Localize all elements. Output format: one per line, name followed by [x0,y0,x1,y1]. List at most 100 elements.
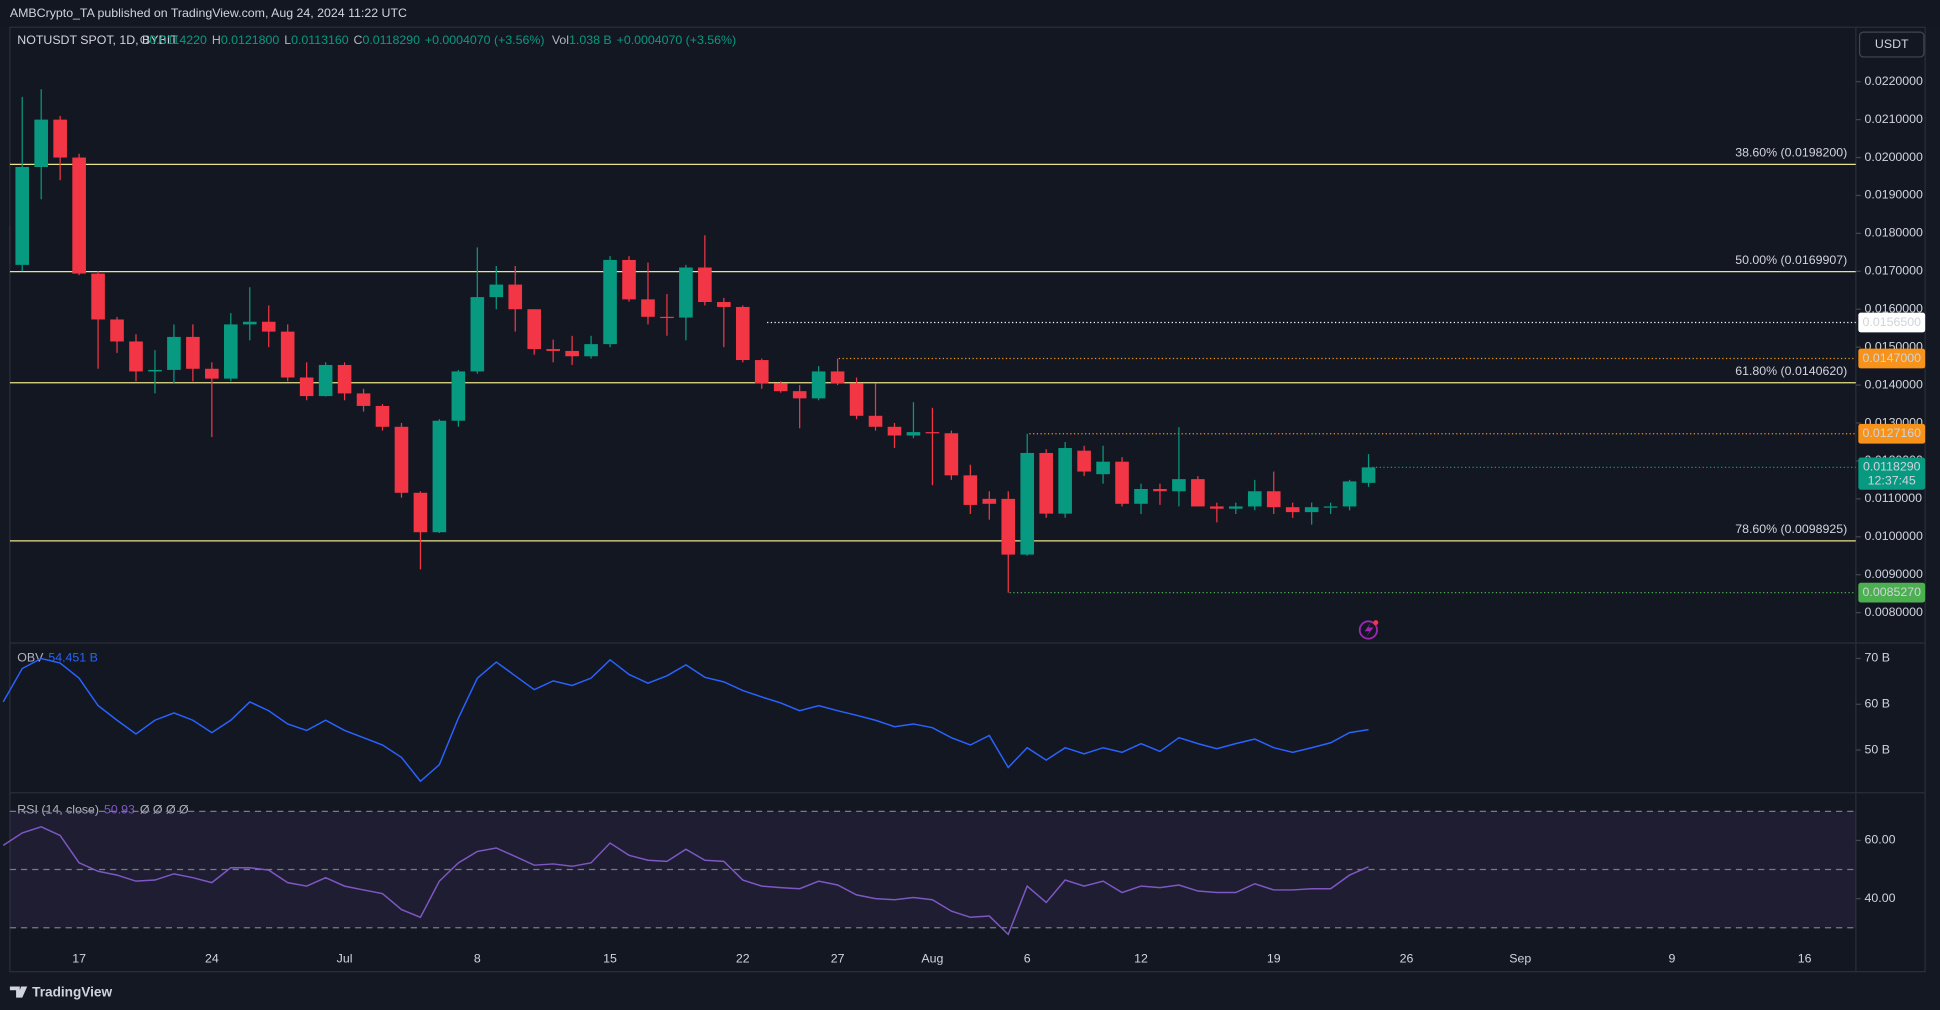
candle-body [982,498,997,504]
x-tick-label: 8 [474,952,481,966]
legend-key: L [284,33,291,47]
x-tick-label: 6 [1024,952,1031,966]
candle-body [527,309,542,350]
candle-body [1058,448,1072,514]
rsi-markers: Ø Ø Ø Ø [140,803,189,817]
price-badge [1858,582,1926,603]
candle-body [110,319,124,342]
y-tick-label: 0.0160000 [1865,301,1924,315]
alert-icon [1358,620,1379,640]
legend-key: C [354,33,363,47]
candle-body [489,284,504,298]
candle-body [1115,461,1129,504]
candle-body [280,331,295,378]
candle-body [318,364,333,397]
candle-body [1266,491,1281,508]
candle-body [508,284,523,310]
candle-body [1228,506,1243,509]
y-tick-label: 60 B [1865,697,1890,711]
y-tick-label: 0.0200000 [1865,150,1924,164]
candle-body [1342,481,1357,507]
candle-body [129,341,143,372]
candle-body [1191,479,1205,507]
y-tick-label: 0.0110000 [1865,491,1923,505]
candle-body [546,349,560,351]
ohlc-legend: O0.0114220 H0.0121800 L0.0113160 C0.0118290… [140,33,736,47]
candle-body [1285,507,1300,513]
candle-body [186,336,200,369]
candle-body [1039,452,1053,514]
candle-body [224,324,238,379]
y-tick-label: 0.0210000 [1865,112,1924,126]
top-bar [0,0,1940,28]
legend-key: O [140,33,150,47]
candle-body [413,492,428,533]
candle-body [1210,506,1224,509]
y-tick-label: 0.0190000 [1865,188,1924,202]
candle-body [470,297,485,372]
y-tick-label: 40.00 [1865,891,1896,905]
x-tick-label: 17 [72,952,86,966]
candle-body [622,259,636,300]
currency[interactable]: USDT [1875,37,1909,51]
candle-body [868,415,883,427]
publish-info: AMBCrypto_TA published on TradingView.co… [10,6,407,20]
x-tick-label: 15 [603,952,617,966]
candle-body [1361,467,1376,483]
indicator-line [2,826,1369,936]
candle-body [375,405,390,427]
candle-body [34,119,48,168]
price-badge [1858,312,1926,333]
y-tick-label: 0.0090000 [1865,567,1924,581]
candle-body [205,368,219,379]
fib-label: 61.80% (0.0140620) [1735,364,1847,378]
volume-change: +0.0004070 (+3.56%) [617,33,737,47]
candle-body [1247,491,1262,507]
price-badge-label: 0.0085270 [1863,585,1922,599]
candle-body [887,426,902,436]
candle-body [91,273,105,320]
candle-body [565,350,579,357]
rsi-band-fill [9,811,1856,928]
candle-body [679,267,693,318]
obv-value: 54.451 B [48,651,97,665]
x-tick-label: 24 [205,952,219,966]
footer: TradingView [9,984,112,999]
candle-body [1304,507,1319,513]
rsi-legend: RSI (14, close) 50.93 Ø Ø Ø Ø [17,803,189,817]
candle-body [432,420,447,533]
currency-button[interactable] [1858,31,1925,58]
rsi-value: 50.93 [104,803,135,817]
y-tick-label: 0.0170000 [1865,264,1924,278]
candle-body [299,377,314,397]
candle-body [773,383,788,392]
candle-body [1001,498,1016,555]
candle-body [1172,479,1186,492]
candle-body [830,371,845,384]
price-badge [1858,348,1926,369]
x-tick-label: 22 [736,952,750,966]
candle-body [1096,461,1110,475]
candle-body [906,432,921,436]
y-tick-label: 0.0100000 [1865,529,1924,543]
candle-body [717,302,731,307]
y-tick-label: 0.0180000 [1865,226,1924,240]
x-tick-label: Jul [337,952,353,966]
candle-body [9,225,11,264]
last-price-label: 0.0118290 [1863,460,1921,474]
price-badge [1858,423,1926,444]
legend-change: +0.0004070 (+3.56%) [425,33,545,47]
obv-name: OBV [17,651,44,665]
x-tick-label: 9 [1668,952,1675,966]
symbol: NOTUSDT SPOT, 1D, BYBIT [17,33,178,47]
candle-body [963,475,978,505]
price-badge-label: 0.0127160 [1863,426,1922,440]
candle-body [792,391,807,399]
legend-value: 0.0118290 [362,33,420,47]
candle-body [944,433,959,476]
candle-body [1323,506,1338,508]
footer-logo: TradingView [32,984,112,999]
fib-label: 78.60% (0.0098925) [1735,522,1847,536]
candle-body [53,119,67,158]
indicator-line [2,657,1369,783]
